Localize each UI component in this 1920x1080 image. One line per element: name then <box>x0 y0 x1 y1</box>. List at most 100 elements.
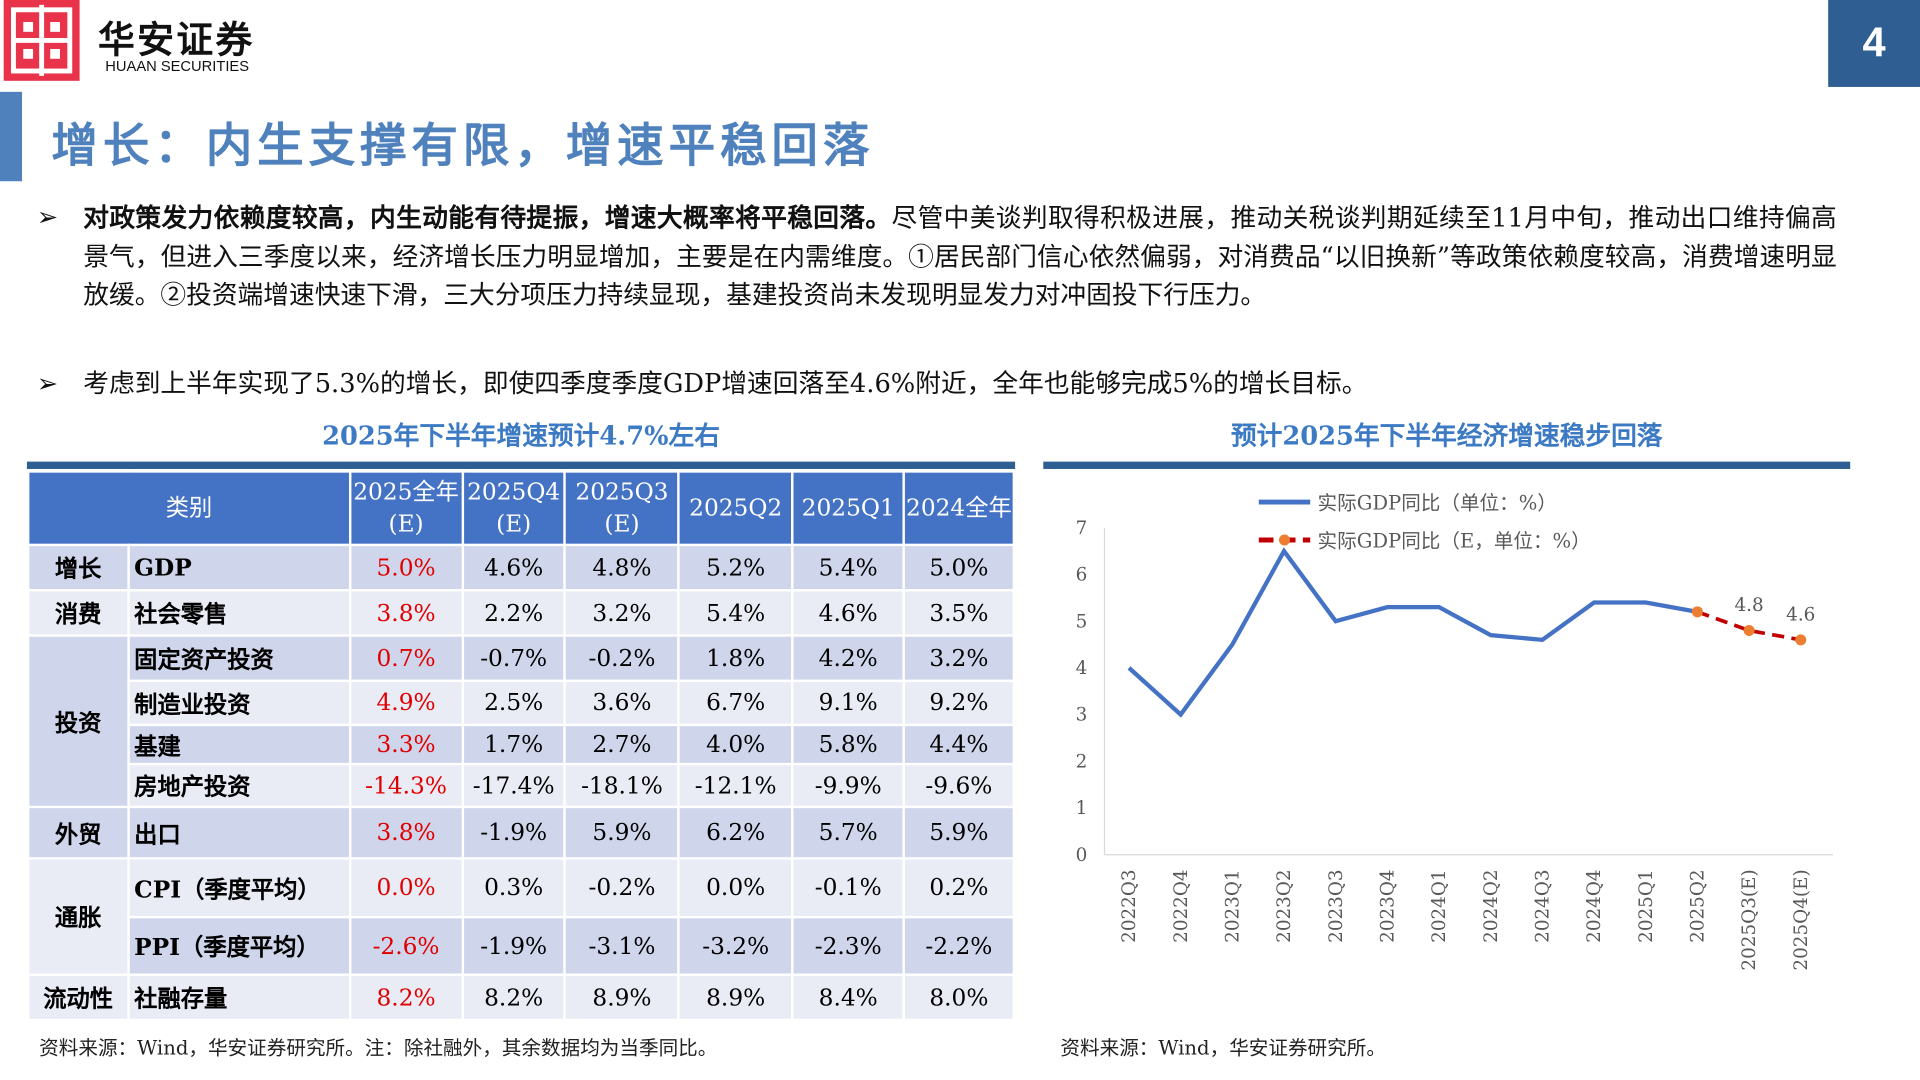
column-header-line: (E) <box>388 510 424 538</box>
forecast-table: 类别 2025全年 (E) 2025Q4 (E) 2025Q3 (E) 2025Q2 2025Q… <box>26 470 1016 1022</box>
value-cell: 1.8% <box>677 634 794 683</box>
value-cell: -1.9% <box>461 805 567 860</box>
bullet-2-text: 考虑到上半年实现了5.3%的增长，即使四季度季度GDP增速回落至4.6%附近，全… <box>83 368 1368 398</box>
value-cell: 1.7% <box>461 723 567 766</box>
x-tick-label: 2022Q3 <box>1119 869 1140 942</box>
x-tick-label: 2025Q1 <box>1636 869 1657 942</box>
column-header: 2025Q2 <box>677 470 794 547</box>
data-point-marker <box>1691 606 1703 618</box>
value-cell: 3.2% <box>563 588 681 637</box>
value-cell: 4.2% <box>791 634 906 683</box>
bullet-1-text: 尽管中美谈判取得积极进展，推动关税谈判期延续至11月中旬，推动出口维持偏高景气，… <box>83 203 1837 310</box>
value-cell: 3.2% <box>902 634 1016 683</box>
value-cell: 5.9% <box>902 805 1016 860</box>
value-cell: 2.7% <box>563 723 681 766</box>
value-cell: 4.9% <box>348 679 464 727</box>
item-cell: 固定资产投资 <box>126 634 352 683</box>
x-tick-label: 2023Q1 <box>1222 869 1243 942</box>
value-cell: 5.4% <box>677 588 794 637</box>
chart-top-rule <box>1043 461 1851 469</box>
x-tick-label: 2024Q1 <box>1429 869 1450 942</box>
y-tick-label: 3 <box>1076 705 1088 726</box>
column-header-line: 2024全年 <box>906 494 1012 522</box>
column-header-line: 2025全年 <box>353 478 459 506</box>
value-cell: 9.1% <box>791 679 906 727</box>
value-cell: 3.8% <box>348 805 464 860</box>
value-cell: 5.2% <box>677 543 794 592</box>
item-cell: CPI（季度平均） <box>126 857 352 919</box>
item-cell: 出口 <box>126 805 352 860</box>
value-cell: 3.6% <box>563 679 681 727</box>
x-tick-label: 2024Q4 <box>1584 869 1605 942</box>
item-cell: PPI（季度平均） <box>126 915 352 976</box>
bullet-1-bold: 对政策发力依赖度较高，内生动能有待提振，增速大概率将平稳回落。 <box>83 202 892 233</box>
column-header-line: (E) <box>496 510 532 538</box>
y-tick-label: 4 <box>1076 658 1088 679</box>
value-cell: -3.1% <box>563 915 681 976</box>
x-tick-label: 2023Q3 <box>1326 869 1347 942</box>
value-cell: 2.5% <box>461 679 567 727</box>
x-tick-label: 2025Q2 <box>1688 869 1709 942</box>
table-source: 资料来源：Wind，华安证券研究所。注：除社融外，其余数据均为当季同比。 <box>39 1035 718 1060</box>
value-cell: 9.2% <box>902 679 1016 727</box>
gdp-line-chart: 0 1 2 3 4 5 6 7 2022Q3 2022Q4 2023Q1 2023Q2 2023Q3 20… <box>1076 491 1834 971</box>
value-cell: 8.2% <box>348 973 464 1022</box>
category-cell: 消费 <box>26 588 130 637</box>
column-header: 2025Q3 (E) <box>563 470 681 547</box>
value-cell: -2.2% <box>902 915 1016 976</box>
page-number: 4 <box>1828 0 1920 87</box>
y-tick-label: 2 <box>1076 751 1088 772</box>
value-cell: 3.8% <box>348 588 464 637</box>
value-cell: 5.9% <box>563 805 681 860</box>
table-title: 2025年下半年增速预计4.7%左右 <box>322 420 720 451</box>
legend-label: 实际GDP同比（单位：%） <box>1318 491 1557 514</box>
value-cell: -0.7% <box>461 634 567 683</box>
value-cell: 3.5% <box>902 588 1016 637</box>
value-cell: 5.4% <box>791 543 906 592</box>
column-header: 2025Q1 <box>791 470 906 547</box>
value-cell: 8.4% <box>791 973 906 1022</box>
value-cell: 0.0% <box>348 857 464 919</box>
x-tick-label: 2023Q4 <box>1377 869 1398 942</box>
category-cell: 流动性 <box>26 973 130 1022</box>
value-cell: 8.9% <box>563 973 681 1022</box>
column-header: 2025全年 (E) <box>348 470 464 547</box>
legend-marker <box>1278 534 1291 546</box>
table-row: 外贸 出口 3.8% -1.9% 5.9% 6.2% 5.7% 5.9% <box>26 805 1016 860</box>
item-cell: GDP <box>126 543 352 592</box>
value-cell: 5.0% <box>348 543 464 592</box>
value-cell: 8.2% <box>461 973 567 1022</box>
item-cell: 社会零售 <box>126 588 352 637</box>
arrow-bullet-icon: ➢ <box>36 368 59 398</box>
page-title: 增长：内生支撑有限，增速平稳回落 <box>51 117 875 173</box>
column-header-line: 2025Q1 <box>801 494 895 522</box>
value-cell: -18.1% <box>563 762 681 809</box>
table-top-rule <box>26 461 1016 469</box>
value-cell: -0.2% <box>563 857 681 919</box>
value-cell: 0.0% <box>677 857 794 919</box>
value-cell: 4.6% <box>791 588 906 637</box>
value-cell: 4.6% <box>461 543 567 592</box>
category-cell: 投资 <box>26 634 130 809</box>
header-category: 类别 <box>26 470 352 547</box>
logo-text-cn: 华安证券 <box>97 19 255 63</box>
category-cell: 通胀 <box>26 857 130 976</box>
value-cell: 5.0% <box>902 543 1016 592</box>
table-row: 制造业投资 4.9% 2.5% 3.6% 6.7% 9.1% 9.2% <box>28 679 1016 727</box>
x-tick-label: 2025Q4(E) <box>1791 869 1812 970</box>
value-cell: -9.9% <box>791 762 906 809</box>
value-cell: 8.0% <box>902 973 1016 1022</box>
value-cell: 0.3% <box>461 857 567 919</box>
value-cell: -0.1% <box>791 857 906 919</box>
value-cell: 0.7% <box>348 634 464 683</box>
value-cell: -14.3% <box>348 762 464 809</box>
table-row: PPI（季度平均） -2.6% -1.9% -3.1% -3.2% -2.3% -2.2% <box>28 915 1016 976</box>
bullet-2: ➢ 考虑到上半年实现了5.3%的增长，即使四季度季度GDP增速回落至4.6%附近… <box>37 365 1837 404</box>
value-cell: 0.2% <box>902 857 1016 919</box>
column-header: 2024全年 <box>902 470 1016 547</box>
logo-mark <box>3 0 80 81</box>
data-point-marker <box>1743 625 1755 637</box>
column-header-line: (E) <box>604 510 640 538</box>
data-label: 4.6 <box>1786 604 1815 625</box>
value-cell: 5.7% <box>791 805 906 860</box>
